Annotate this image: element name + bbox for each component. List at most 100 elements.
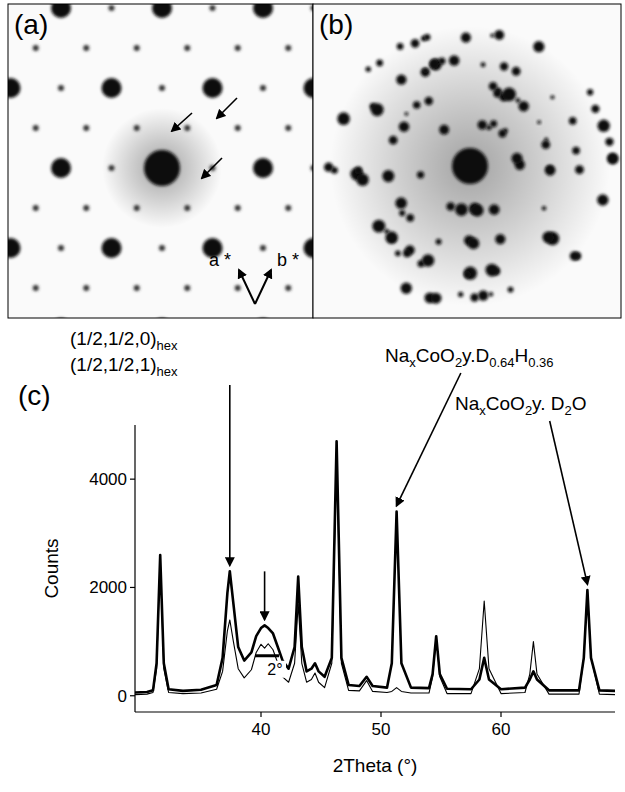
diffraction-spot — [570, 251, 579, 260]
superlattice-spot — [159, 245, 165, 251]
diffraction-spot — [597, 194, 608, 205]
diffraction-spot — [481, 62, 486, 67]
superlattice-spot — [134, 45, 140, 51]
y-axis — [134, 425, 135, 712]
pointer-arrow — [202, 158, 222, 178]
diffraction-spot — [423, 68, 428, 73]
y-tick — [130, 695, 135, 696]
diffraction-spot — [372, 220, 385, 233]
diffraction-spot — [605, 138, 613, 146]
diffraction-spot — [366, 66, 371, 71]
central-spot — [452, 148, 488, 184]
annotation-text: NaxCoO2y. D2O — [455, 393, 587, 418]
diffraction-spot — [304, 238, 314, 258]
diffraction-spot — [429, 59, 438, 68]
annotation-arrow — [229, 385, 231, 565]
diffraction-spot — [511, 153, 522, 164]
diffraction-spot — [397, 43, 404, 50]
diffraction-spot — [486, 125, 491, 130]
diffraction-spot — [542, 206, 546, 210]
diffraction-spot — [405, 112, 409, 116]
diffraction-spot — [422, 254, 434, 266]
diffraction-spot — [591, 105, 599, 113]
diffraction-spot — [455, 203, 468, 216]
diffraction-spot — [478, 120, 487, 129]
superlattice-spot — [159, 85, 165, 91]
diffraction-spot — [489, 82, 498, 91]
diffraction-spot — [512, 67, 521, 76]
annotation-text: (1/2,1/2,0)hex — [70, 328, 178, 353]
diffraction-spot — [438, 57, 445, 64]
diffraction-spot — [389, 136, 398, 145]
superlattice-spot — [134, 205, 140, 211]
diffraction-spot — [550, 95, 554, 99]
diffraction-spot — [371, 103, 384, 116]
y-axis-title: Counts — [41, 538, 62, 598]
superlattice-spot — [83, 45, 89, 51]
diffraction-spot — [495, 234, 505, 244]
diffraction-spot — [489, 204, 500, 215]
a-star-arrow — [239, 270, 255, 304]
diffraction-spot — [8, 78, 21, 98]
text-segment: y.D — [462, 345, 489, 366]
reciprocal-label: a * — [209, 250, 231, 270]
text-segment: (1/2,1/2,1) — [70, 354, 157, 375]
diffraction-spot — [541, 140, 550, 149]
diffraction-spot — [545, 165, 556, 176]
diffraction-spot — [337, 112, 350, 125]
diffraction-spot — [542, 232, 553, 243]
figure: a *b *(a)(b)(c)0200040004050602Theta (°)… — [0, 0, 625, 792]
diffraction-spot — [411, 39, 420, 48]
diffraction-spot — [575, 165, 584, 174]
diffraction-spot — [424, 34, 430, 40]
superlattice-spot — [210, 5, 216, 11]
diffraction-spot — [253, 158, 273, 178]
diffraction-spot — [518, 101, 529, 112]
diffraction-spot — [489, 292, 493, 296]
diffraction-spot — [51, 158, 71, 178]
superlattice-spot — [260, 85, 266, 91]
diffraction-spot — [485, 264, 498, 277]
diffraction-spot — [464, 271, 471, 278]
page: {"figure": {"panels": [{"label": "(a)", … — [0, 0, 625, 792]
diffraction-spot — [449, 55, 460, 66]
text-segment: 2 — [564, 403, 571, 418]
diffraction-spot — [324, 163, 333, 172]
diffraction-spot — [597, 120, 609, 132]
text-segment: 2 — [525, 403, 532, 418]
diffraction-spot — [490, 33, 494, 37]
halo — [330, 26, 610, 306]
superlattice-spot — [260, 245, 266, 251]
annotation-arrow — [550, 421, 588, 584]
diffraction-spot — [396, 75, 406, 85]
diffraction-spot — [569, 117, 577, 125]
diffraction-spot — [356, 174, 368, 186]
diffraction-spot — [203, 78, 223, 98]
pointer-arrow — [172, 113, 192, 131]
text-segment: CoO — [416, 345, 455, 366]
diffraction-spot — [607, 153, 619, 165]
diffraction-spot — [355, 167, 362, 174]
text-segment: O — [572, 393, 587, 414]
text-segment: Na — [455, 393, 480, 414]
superlattice-spot — [109, 165, 115, 171]
y-tick-label: 0 — [118, 687, 127, 706]
diffraction-spot — [439, 125, 449, 135]
diffraction-spot — [253, 4, 273, 18]
superlattice-spot — [184, 205, 190, 211]
superlattice-spot — [184, 285, 190, 291]
superlattice-spot — [285, 45, 291, 51]
x-axis — [135, 711, 615, 712]
x-tick — [380, 712, 381, 717]
annotation-arrow — [264, 571, 266, 619]
panel-frame — [8, 4, 313, 318]
superlattice-spot — [83, 125, 89, 131]
diffraction-spot — [421, 68, 430, 77]
diffraction-spot — [376, 59, 383, 66]
diffraction-spot — [102, 238, 122, 258]
diffraction-spot — [537, 120, 541, 124]
diffraction-spot — [461, 32, 471, 42]
diffraction-spot — [431, 293, 442, 304]
diffraction-spot — [446, 202, 455, 211]
y-tick — [130, 479, 135, 480]
